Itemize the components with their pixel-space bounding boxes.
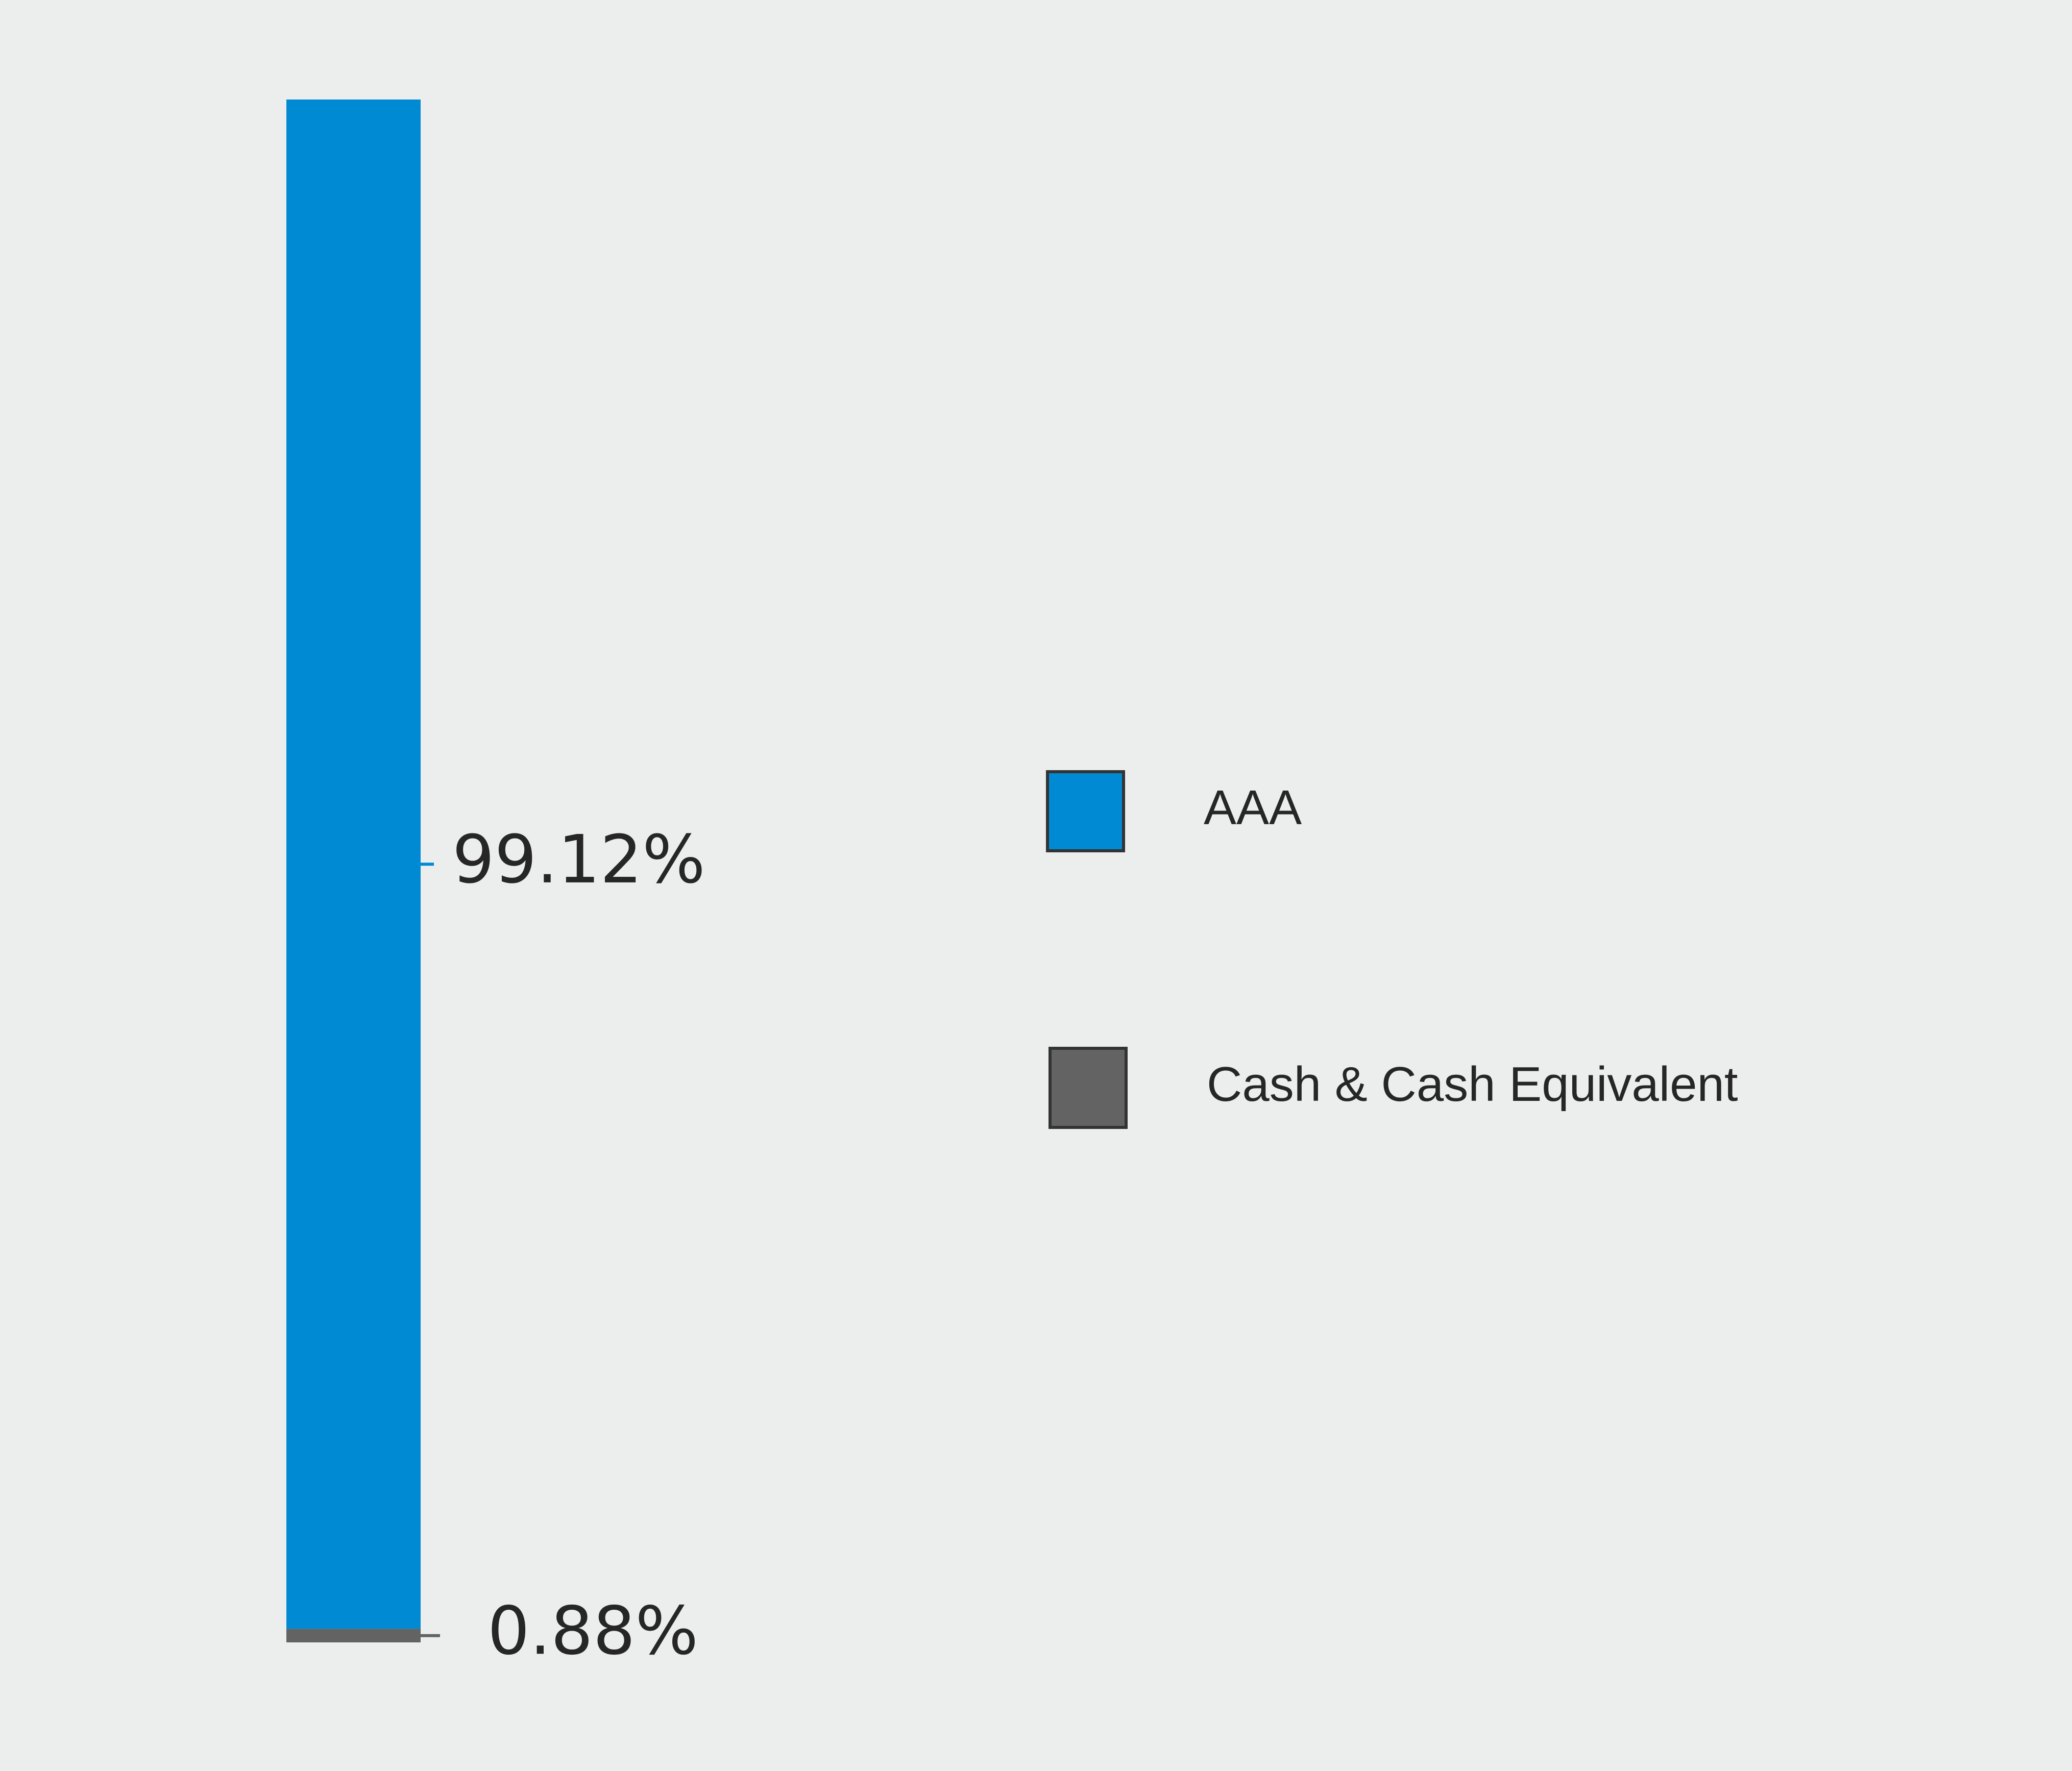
data-label-cash-and-cash-equivalent: 0.88% [487,1592,698,1669]
legend-label-cash-and-cash-equivalent: Cash & Cash Equivalent [1207,1057,1738,1112]
data-label-aaa: 99.12% [452,821,705,898]
legend-label-aaa: AAA [1204,780,1302,835]
legend-swatch-aaa [1046,770,1125,852]
legend-item-aaa: AAA [1046,770,1302,852]
bar-segment-cash-and-cash-equivalent [286,1629,421,1642]
stacked-bar [286,100,421,1642]
data-label-leaders [421,863,440,1637]
legend-item-cash-and-cash-equivalent: Cash & Cash Equivalent [1049,1047,1738,1129]
legend-swatch-cash-and-cash-equivalent [1049,1047,1128,1129]
bar-segment-aaa [286,100,421,1629]
data-labels: 0.88% 99.12% [452,821,705,1669]
legend: AAA Cash & Cash Equivalent [1046,770,1738,1129]
